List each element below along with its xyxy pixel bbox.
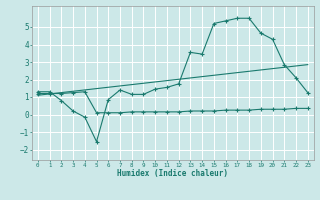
X-axis label: Humidex (Indice chaleur): Humidex (Indice chaleur) [117,169,228,178]
